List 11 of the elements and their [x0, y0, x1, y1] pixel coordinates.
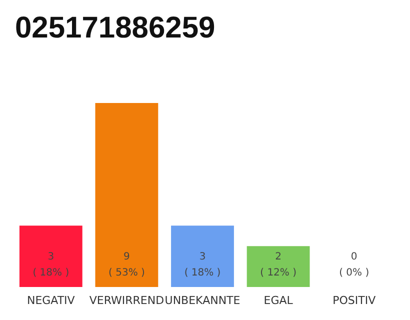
x-tick-label: UNBEKANNTE [164, 294, 240, 307]
data-label: 9 ( 53% ) [108, 252, 145, 278]
x-tick-label: POSITIV [332, 294, 376, 307]
chart-title: 025171886259 [15, 12, 216, 44]
data-label: 3 ( 18% ) [32, 252, 70, 278]
x-tick-label: EGAL [264, 294, 294, 307]
x-tick-label: NEGATIV [26, 294, 76, 307]
data-label: 3 ( 18% ) [184, 252, 221, 278]
data-label: 2 ( 12% ) [260, 252, 297, 278]
x-tick-label: VERWIRREND [89, 294, 164, 307]
data-label: 0 ( 0% ) [339, 252, 370, 278]
